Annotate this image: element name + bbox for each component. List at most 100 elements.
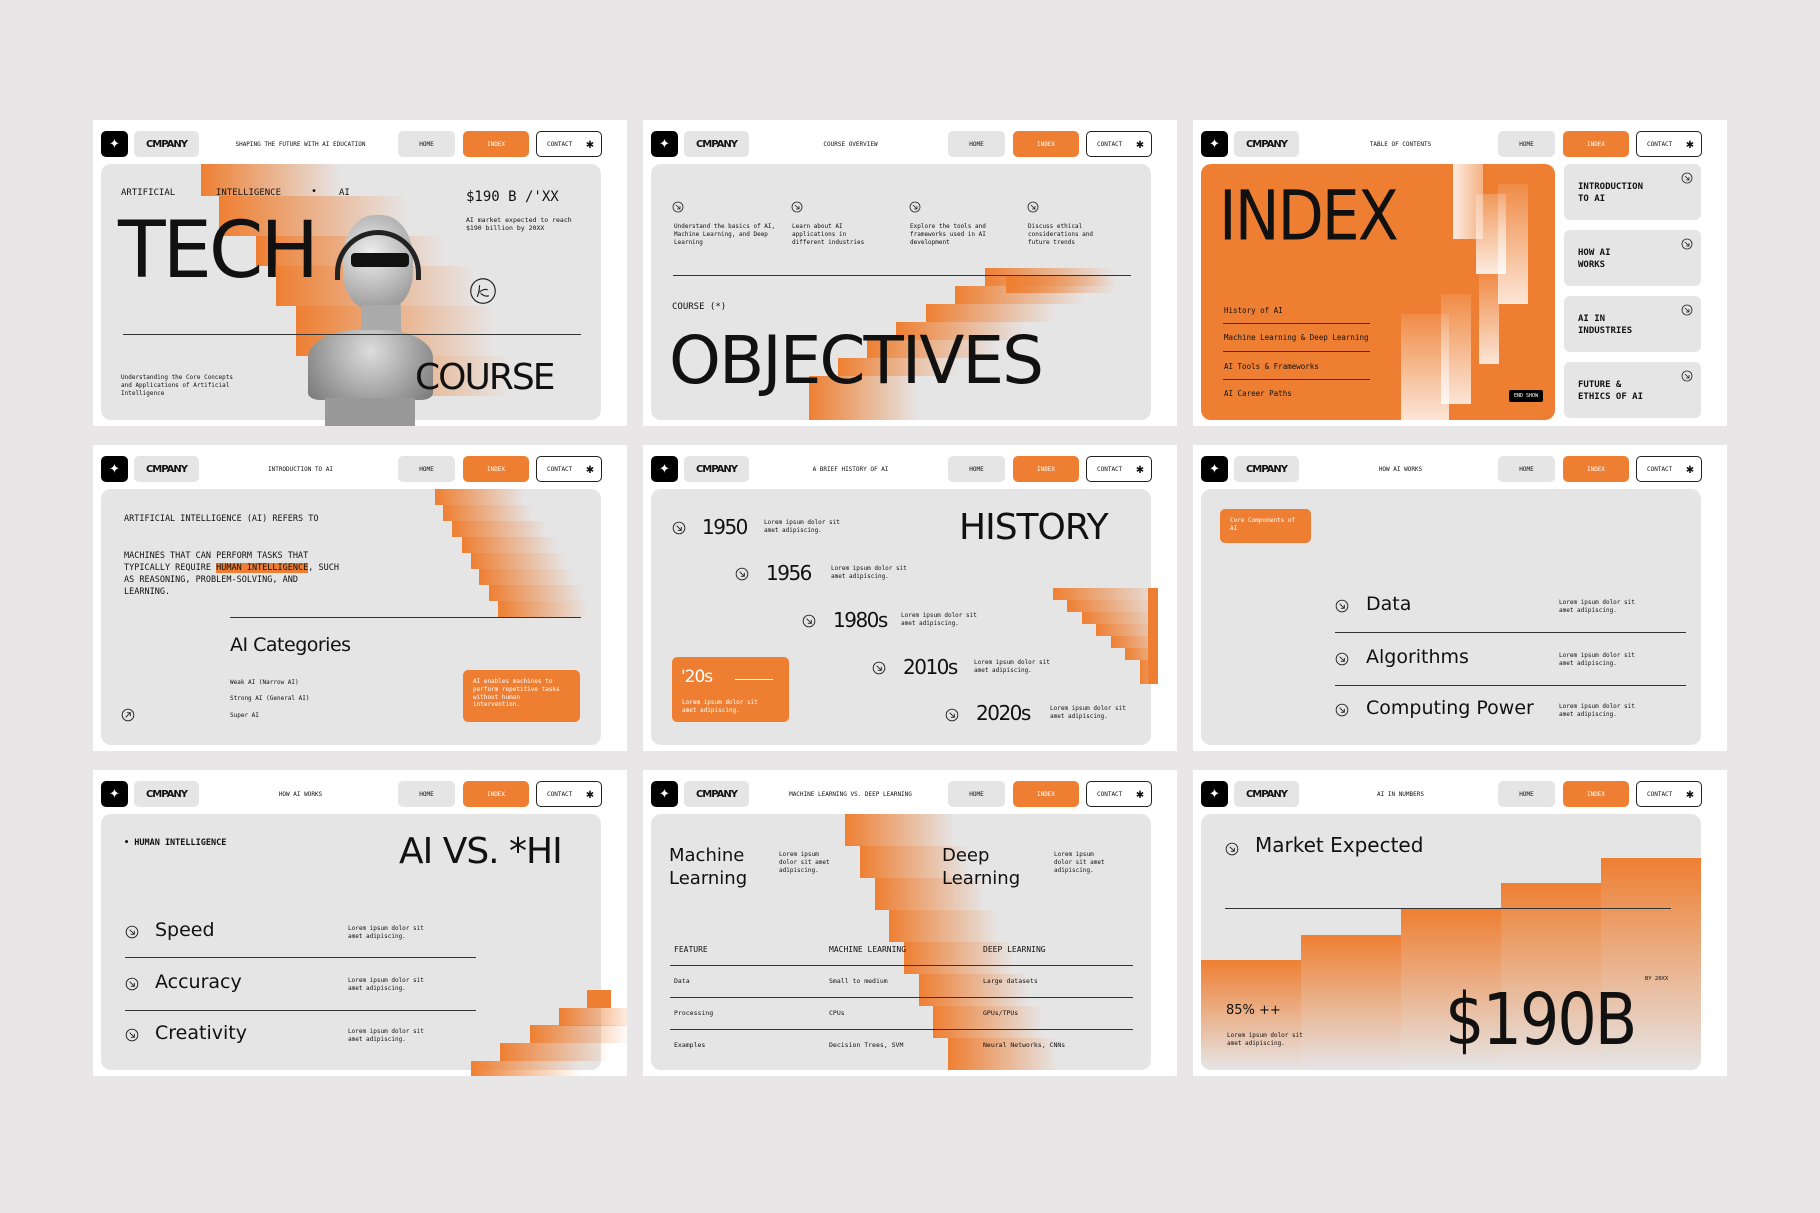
index-button[interactable]: INDEX xyxy=(463,456,529,482)
divider xyxy=(673,275,1131,276)
home-button[interactable]: HOME xyxy=(948,131,1005,157)
by-year-label: BY 20XX xyxy=(1645,976,1669,982)
index-button[interactable]: INDEX xyxy=(1563,456,1629,482)
index-button[interactable]: INDEX xyxy=(1013,781,1079,807)
title-objectives: OBJECTIVES xyxy=(669,322,1044,399)
contact-label: CONTACT xyxy=(1097,140,1123,148)
index-item[interactable]: History of AI xyxy=(1224,306,1283,315)
index-button[interactable]: INDEX xyxy=(463,781,529,807)
slide-ai-in-numbers[interactable]: Market Expected 85% ++ Lorem ipsum dolor… xyxy=(1193,770,1727,1076)
contact-label: CONTACT xyxy=(547,140,573,148)
company-logo[interactable]: CMPANY xyxy=(134,456,199,482)
home-button[interactable]: HOME xyxy=(398,456,455,482)
arrow-circle-icon[interactable] xyxy=(469,277,497,305)
contact-button[interactable]: CONTACT ✱ xyxy=(1636,456,1702,482)
home-button[interactable]: HOME xyxy=(948,456,1005,482)
sparkle-icon[interactable]: ✦ xyxy=(1201,781,1228,807)
timeline-year: 1950 xyxy=(702,515,748,539)
note-text: AI enables machines to perform repetitiv… xyxy=(473,678,560,709)
sparkle-icon[interactable]: ✦ xyxy=(101,781,128,807)
tag-ai: AI xyxy=(339,188,350,198)
company-logo[interactable]: CMPANY xyxy=(1234,456,1299,482)
company-logo[interactable]: CMPANY xyxy=(1234,131,1299,157)
slide-ai-vs-hi[interactable]: • HUMAN INTELLIGENCE AI VS. *HI Speed Lo… xyxy=(93,770,627,1076)
home-button[interactable]: HOME xyxy=(398,131,455,157)
machine-learning-title: Machine Learning xyxy=(669,845,748,890)
component-text: Lorem ipsum dolor sit amet adipiscing. xyxy=(1559,599,1635,614)
contact-button[interactable]: CONTACT ✱ xyxy=(536,131,602,157)
index-card[interactable]: FUTURE & ETHICS OF AI xyxy=(1564,362,1701,418)
sparkle-icon[interactable]: ✦ xyxy=(1201,131,1228,157)
company-logo[interactable]: CMPANY xyxy=(134,781,199,807)
tag-bullet: • xyxy=(311,186,318,197)
table-cell: Examples xyxy=(674,1041,706,1049)
timeline-text: Lorem ipsum dolor sit amet adipiscing. xyxy=(1050,705,1126,720)
home-button[interactable]: HOME xyxy=(948,781,1005,807)
title-history: HISTORY xyxy=(959,507,1109,548)
home-button[interactable]: HOME xyxy=(1498,456,1555,482)
company-logo[interactable]: CMPANY xyxy=(684,781,749,807)
timeline-text: Lorem ipsum dolor sit amet adipiscing. xyxy=(901,612,977,627)
contact-button[interactable]: CONTACT ✱ xyxy=(1086,456,1152,482)
index-card[interactable]: INTRODUCTION TO AI xyxy=(1564,164,1701,220)
home-button[interactable]: HOME xyxy=(398,781,455,807)
machine-learning-text: Lorem ipsum dolor sit amet adipiscing. xyxy=(779,851,830,874)
home-button[interactable]: HOME xyxy=(1498,131,1555,157)
asterisk-icon: ✱ xyxy=(586,786,594,802)
company-logo[interactable]: CMPANY xyxy=(684,131,749,157)
sparkle-icon[interactable]: ✦ xyxy=(651,131,678,157)
section-label-text: Core Components of AI xyxy=(1230,517,1296,532)
slide-tech-course[interactable]: ARTIFICIAL INTELLIGENCE • AI TECH $190 B… xyxy=(93,120,627,426)
company-logo[interactable]: CMPANY xyxy=(134,131,199,157)
tag-intelligence: INTELLIGENCE xyxy=(216,188,282,198)
contact-button[interactable]: CONTACT ✱ xyxy=(1636,781,1702,807)
sparkle-icon[interactable]: ✦ xyxy=(1201,456,1228,482)
contact-label: CONTACT xyxy=(547,790,573,798)
arrow-circle-icon[interactable] xyxy=(121,708,135,722)
slide-core-components[interactable]: Core Components of AI Data Lorem ipsum d… xyxy=(1193,445,1727,751)
index-button[interactable]: INDEX xyxy=(463,131,529,157)
index-card[interactable]: AI IN INDUSTRIES xyxy=(1564,296,1701,352)
slide-index[interactable]: INDEX History of AI Machine Learning & D… xyxy=(1193,120,1727,426)
sparkle-icon[interactable]: ✦ xyxy=(101,131,128,157)
home-button[interactable]: HOME xyxy=(1498,781,1555,807)
end-show-button[interactable]: END SHOW xyxy=(1509,390,1544,402)
company-logo[interactable]: CMPANY xyxy=(684,456,749,482)
header-subtitle: INTRODUCTION TO AI xyxy=(267,465,334,473)
table-cell: Decision Trees, SVM xyxy=(829,1041,904,1049)
slide-course-objectives[interactable]: Understand the basics of AI, Machine Lea… xyxy=(643,120,1177,426)
slide-panel xyxy=(651,814,1151,1070)
component-text: Lorem ipsum dolor sit amet adipiscing. xyxy=(1559,652,1635,667)
company-logo[interactable]: CMPANY xyxy=(1234,781,1299,807)
slide-introduction-to-ai[interactable]: ARTIFICIAL INTELLIGENCE (AI) REFERS TO M… xyxy=(93,445,627,751)
contact-button[interactable]: CONTACT ✱ xyxy=(1636,131,1702,157)
divider xyxy=(125,1010,476,1011)
contact-button[interactable]: CONTACT ✱ xyxy=(1086,131,1152,157)
index-button[interactable]: INDEX xyxy=(1563,131,1629,157)
contact-button[interactable]: CONTACT ✱ xyxy=(536,456,602,482)
table-cell: Processing xyxy=(674,1009,714,1017)
divider xyxy=(125,957,476,958)
sparkle-icon[interactable]: ✦ xyxy=(651,456,678,482)
slide-panel xyxy=(101,814,601,1070)
index-card[interactable]: HOW AI WORKS xyxy=(1564,230,1701,286)
timeline-text: Lorem ipsum dolor sit amet adipiscing. xyxy=(831,565,907,580)
component-title: Data xyxy=(1366,593,1412,615)
categories-heading: AI Categories xyxy=(230,634,351,656)
index-button[interactable]: INDEX xyxy=(1013,456,1079,482)
index-button[interactable]: INDEX xyxy=(1013,131,1079,157)
sparkle-icon[interactable]: ✦ xyxy=(651,781,678,807)
contact-button[interactable]: CONTACT ✱ xyxy=(1086,781,1152,807)
header-subtitle: A BRIEF HISTORY OF AI xyxy=(812,465,889,473)
index-item[interactable]: Machine Learning & Deep Learning xyxy=(1224,333,1369,342)
slide-history[interactable]: HISTORY 1950 Lorem ipsum dolor sit amet … xyxy=(643,445,1177,751)
contact-label: CONTACT xyxy=(1097,465,1123,473)
component-title: Algorithms xyxy=(1366,646,1469,668)
index-button[interactable]: INDEX xyxy=(1563,781,1629,807)
comparison-text: Lorem ipsum dolor sit amet adipiscing. xyxy=(348,1028,424,1043)
slide-ml-vs-dl[interactable]: Machine Learning Lorem ipsum dolor sit a… xyxy=(643,770,1177,1076)
contact-button[interactable]: CONTACT ✱ xyxy=(536,781,602,807)
sparkle-icon[interactable]: ✦ xyxy=(101,456,128,482)
index-item[interactable]: AI Career Paths xyxy=(1224,389,1292,398)
index-item[interactable]: AI Tools & Frameworks xyxy=(1224,362,1319,371)
